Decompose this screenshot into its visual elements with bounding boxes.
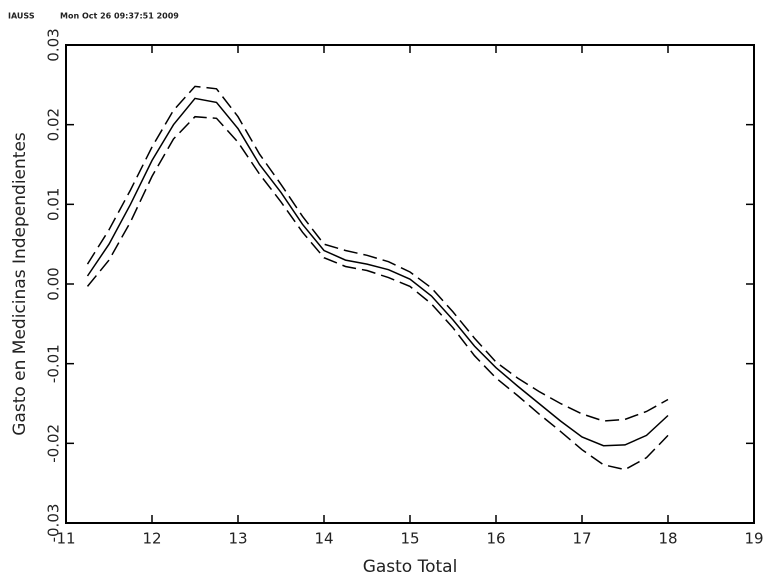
x-tick-label: 12	[142, 530, 161, 548]
y-tick-label: -0.02	[45, 424, 63, 463]
x-tick-label: 15	[400, 530, 419, 548]
estimate-line	[86, 97, 669, 447]
annotation: Mon Oct 26 09:37:51 2009	[60, 12, 179, 21]
x-tick-label: 19	[744, 530, 763, 548]
y-tick-label: 0.02	[45, 108, 63, 141]
band-line	[86, 115, 669, 471]
x-tick-label: 16	[486, 530, 505, 548]
y-axis-label: Gasto en Medicinas Independientes	[10, 132, 30, 436]
x-tick-label: 14	[314, 530, 333, 548]
band-line	[86, 85, 669, 422]
annotation: IAUSS	[8, 12, 35, 21]
y-tick-label: 0.00	[45, 267, 63, 300]
x-tick-label: 18	[658, 530, 677, 548]
x-axis-label: Gasto Total	[363, 557, 458, 577]
y-tick-label: -0.01	[45, 344, 63, 383]
x-tick-label: 11	[56, 530, 75, 548]
y-tick-label: 0.01	[45, 188, 63, 221]
y-tick-label: 0.03	[45, 28, 63, 61]
y-tick-label: -0.03	[45, 504, 63, 543]
x-tick-label: 13	[228, 530, 247, 548]
x-tick-label: 17	[572, 530, 591, 548]
